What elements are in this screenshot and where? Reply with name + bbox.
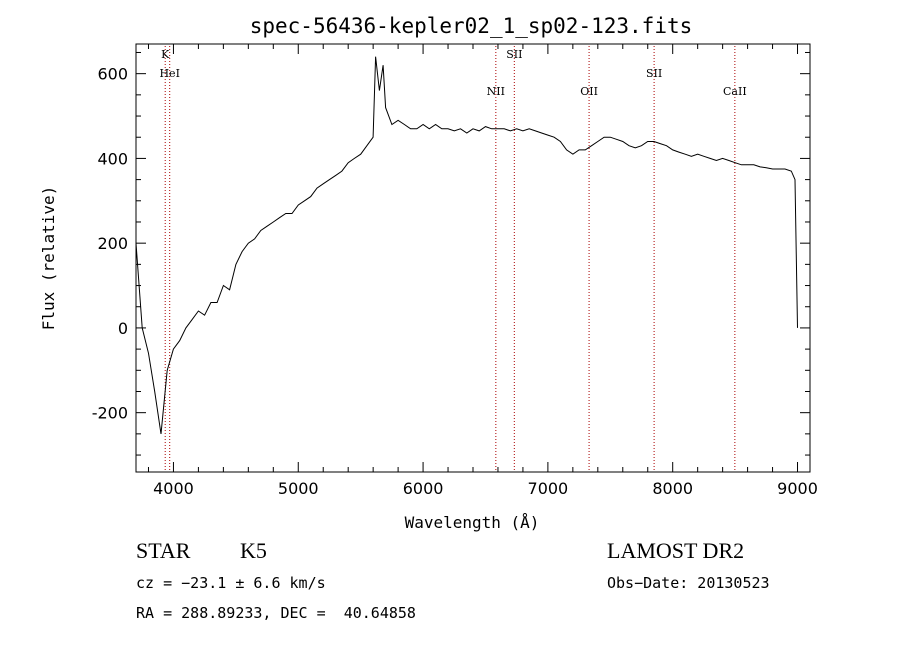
x-tick-label: 7000 xyxy=(528,479,569,498)
y-tick-label: -200 xyxy=(92,404,128,423)
marker-label: OII xyxy=(580,85,598,98)
coordinates-text: RA = 288.89233, DEC = 40.64858 xyxy=(136,604,416,622)
y-axis-label: Flux (relative) xyxy=(39,186,58,331)
marker-label: K xyxy=(161,48,170,61)
marker-label: HeI xyxy=(159,67,179,80)
redshift-text: cz = −23.1 ± 6.6 km/s xyxy=(136,574,326,592)
y-tick-label: 600 xyxy=(97,65,128,84)
x-axis-label: Wavelength (Å) xyxy=(405,513,540,532)
observation-date: Obs−Date: 20130523 xyxy=(607,574,770,592)
marker-label: CaII xyxy=(723,85,747,98)
marker-label: NII xyxy=(487,85,505,98)
spectrum-line xyxy=(135,56,798,434)
marker-label: SII xyxy=(506,48,522,61)
x-tick-label: 5000 xyxy=(278,479,319,498)
x-tick-label: 6000 xyxy=(403,479,444,498)
x-tick-label: 9000 xyxy=(777,479,818,498)
axis-ticks: 4000 5000 6000 7000 8000 9000 -200 0 200 400 600 xyxy=(92,44,818,498)
y-tick-label: 400 xyxy=(97,149,128,168)
object-type: STAR xyxy=(136,538,191,563)
survey-name: LAMOST DR2 xyxy=(607,538,745,563)
x-tick-label: 8000 xyxy=(652,479,693,498)
chart-title: spec-56436-kepler02_1_sp02-123.fits xyxy=(250,14,693,38)
y-tick-label: 0 xyxy=(118,319,128,338)
plot-frame xyxy=(135,43,811,473)
emission-line-markers: K HeI NII SII OII SII CaII xyxy=(159,46,747,472)
marker-label: SII xyxy=(646,67,662,80)
spectral-subclass: K5 xyxy=(240,538,267,563)
y-tick-label: 200 xyxy=(97,234,128,253)
x-tick-label: 4000 xyxy=(153,479,194,498)
